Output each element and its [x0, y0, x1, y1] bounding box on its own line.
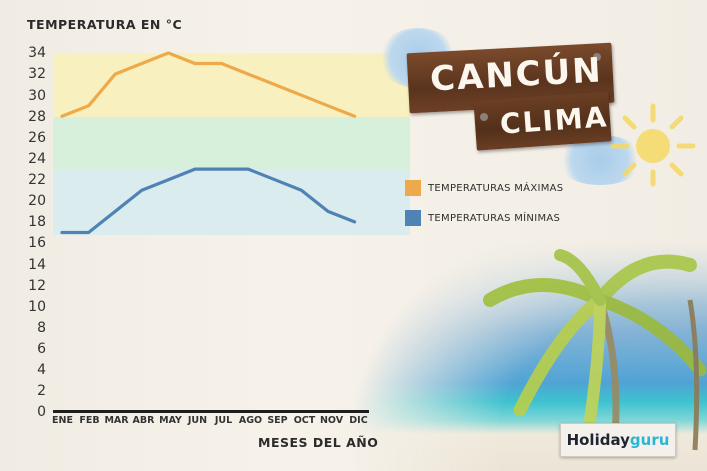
x-tick: FEB — [79, 415, 100, 426]
x-tick: JUN — [187, 415, 208, 426]
x-tick: MAY — [159, 415, 182, 426]
y-tick: 2 — [37, 383, 46, 399]
band-mild — [53, 170, 410, 235]
brand-part1: Holiday — [566, 431, 630, 449]
band-hot — [53, 53, 410, 117]
x-axis-title: MESES DEL AÑO — [258, 435, 379, 450]
min-temp-line — [60, 167, 357, 235]
band-warm — [53, 117, 410, 170]
y-tick: 24 — [28, 151, 46, 167]
legend-label-min: TEMPERATURAS MÍNIMAS — [428, 212, 561, 224]
y-tick: 22 — [28, 172, 46, 188]
y-tick: 12 — [28, 278, 46, 294]
nail-icon — [480, 113, 488, 121]
legend-swatch-max — [405, 180, 421, 196]
brand-part2: guru — [629, 431, 670, 449]
y-tick: 16 — [28, 235, 46, 251]
legend-item-min: TEMPERATURAS MÍNIMAS — [405, 210, 560, 226]
y-tick: 8 — [37, 320, 46, 336]
y-tick: 32 — [28, 66, 46, 82]
x-tick: ENE — [52, 415, 73, 426]
y-tick: 28 — [28, 109, 46, 125]
x-tick: ABR — [132, 415, 155, 426]
legend-swatch-min — [405, 210, 421, 226]
y-axis-title: TEMPERATURA EN °C — [27, 17, 183, 32]
y-tick: 18 — [28, 214, 46, 230]
x-tick: OCT — [293, 415, 316, 426]
y-tick: 4 — [37, 362, 46, 378]
sun-icon — [610, 103, 696, 187]
x-tick: NOV — [319, 415, 344, 426]
max-temp-line — [60, 51, 357, 118]
x-tick: SEP — [267, 415, 288, 426]
legend-item-max: TEMPERATURAS MÁXIMAS — [405, 180, 563, 196]
holidayguru-logo: Holiday guru — [560, 423, 676, 457]
y-tick: 30 — [28, 88, 46, 104]
x-tick: DIC — [349, 415, 368, 426]
nail-icon — [593, 53, 601, 61]
y-tick: 34 — [28, 45, 46, 61]
y-tick: 20 — [28, 193, 46, 209]
y-tick: 26 — [28, 130, 46, 146]
x-tick: JUL — [214, 415, 233, 426]
x-axis-line — [53, 410, 369, 413]
y-tick: 0 — [37, 404, 46, 420]
legend-label-max: TEMPERATURAS MÁXIMAS — [428, 182, 564, 194]
x-tick: AGO — [238, 415, 263, 426]
y-tick: 14 — [28, 257, 46, 273]
x-tick: MAR — [104, 415, 129, 426]
y-tick: 10 — [28, 299, 46, 315]
y-tick: 6 — [37, 341, 46, 357]
